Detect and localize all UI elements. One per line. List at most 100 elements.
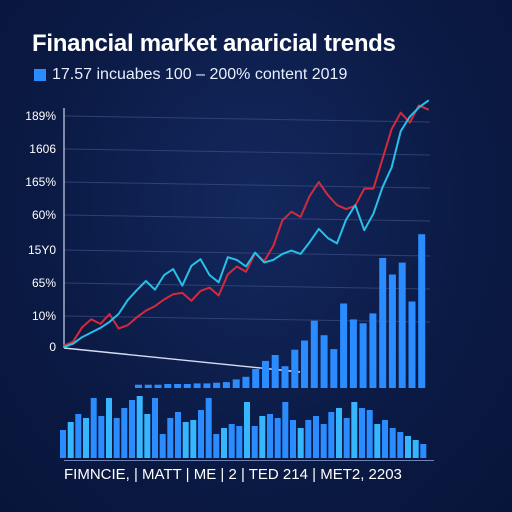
bar	[291, 349, 299, 388]
series-line-cyan	[63, 99, 429, 348]
bar	[320, 335, 328, 388]
y-axis-ticks: 0 10% 65% 15Y0 60% 165% 1606 189%	[25, 109, 56, 354]
bottom-bar	[175, 412, 181, 458]
bottom-bar	[213, 434, 220, 458]
bottom-bar	[221, 428, 227, 458]
bottom-bar	[412, 440, 419, 458]
grid-line	[63, 148, 431, 156]
bar	[310, 320, 318, 388]
bottom-bar	[159, 434, 166, 458]
bar	[369, 313, 377, 388]
bottom-bar	[182, 422, 189, 458]
bar	[183, 384, 191, 388]
series-line-red	[63, 104, 429, 347]
bottom-bar	[121, 408, 128, 458]
grid-line	[63, 214, 431, 222]
bottom-bar	[60, 430, 66, 458]
bottom-bar	[106, 398, 112, 458]
bar	[379, 258, 387, 388]
bottom-bar	[144, 414, 151, 458]
bottom-bar	[129, 400, 135, 458]
bottom-bar	[236, 426, 243, 458]
grid-line	[63, 282, 431, 290]
lines	[63, 99, 429, 348]
bottom-bars	[60, 396, 427, 458]
grid-line	[63, 315, 431, 323]
bar	[281, 366, 289, 388]
bar	[418, 234, 426, 388]
y-tick-label: 189%	[25, 109, 56, 123]
bottom-bar	[366, 410, 373, 458]
y-tick-label: 60%	[32, 208, 56, 222]
bottom-bar	[297, 428, 304, 458]
bottom-bar	[190, 420, 197, 458]
bar	[193, 383, 201, 388]
y-tick-label: 165%	[25, 175, 56, 189]
bar	[271, 355, 279, 388]
bar	[408, 301, 416, 388]
bar	[135, 384, 142, 388]
bottom-bar	[205, 398, 212, 458]
x-caption-divider	[64, 460, 434, 461]
bottom-bar	[75, 414, 82, 458]
bar	[232, 379, 240, 388]
bar	[213, 382, 221, 388]
y-tick-label: 65%	[32, 276, 56, 290]
bar	[144, 384, 152, 388]
bar	[242, 376, 250, 388]
bottom-bar	[136, 396, 143, 458]
chart-title: Financial market anaricial trends	[32, 30, 396, 57]
bar	[203, 383, 211, 388]
bottom-bar	[259, 416, 266, 458]
bar	[398, 262, 406, 388]
bar	[330, 349, 338, 388]
bottom-bar	[198, 410, 204, 458]
bottom-bar	[152, 398, 158, 458]
bottom-bar	[405, 436, 411, 458]
bottom-bar	[389, 428, 396, 458]
bottom-bar	[313, 416, 319, 458]
axes	[63, 108, 301, 373]
bar	[388, 274, 396, 388]
bar	[174, 384, 182, 388]
y-tick-label: 1606	[29, 142, 56, 156]
bottom-bar	[90, 398, 97, 458]
bottom-bar	[328, 412, 335, 458]
bottom-bar	[267, 414, 273, 458]
bottom-bar	[343, 418, 350, 458]
chart-subtitle: 17.57 incuabes 100 – 200% content 2019	[34, 66, 347, 84]
bottom-bar	[167, 418, 174, 458]
bar	[154, 384, 162, 388]
bar	[252, 368, 260, 388]
main-bars	[135, 234, 426, 388]
bottom-bar	[305, 420, 312, 458]
bottom-bar	[351, 402, 358, 458]
bottom-bar	[251, 426, 258, 458]
bottom-bar	[282, 402, 289, 458]
bottom-bar	[67, 422, 74, 458]
grid-line	[63, 181, 431, 189]
bottom-bar	[420, 444, 427, 458]
bar	[359, 323, 367, 388]
bar	[301, 340, 308, 388]
bar	[340, 303, 348, 388]
legend-swatch	[34, 69, 46, 81]
bottom-bar	[113, 418, 120, 458]
bottom-bar	[98, 416, 105, 458]
bottom-bar	[336, 408, 342, 458]
bottom-bar	[83, 418, 89, 458]
x-axis-line	[63, 347, 301, 373]
grid-line	[63, 249, 431, 257]
y-tick-label: 0	[49, 340, 56, 354]
grid-lines	[63, 115, 431, 323]
x-caption-row: FIMNCIE, | MATT | ME | 2 | TED 214 | MET…	[64, 460, 434, 483]
bar	[164, 384, 172, 388]
bottom-bar	[397, 432, 404, 458]
y-tick-label: 15Y0	[28, 243, 56, 257]
bar	[349, 319, 357, 388]
bottom-bar	[382, 420, 388, 458]
x-caption: FIMNCIE, | MATT | ME | 2 | TED 214 | MET…	[64, 466, 402, 483]
bar	[262, 360, 269, 388]
bottom-bar	[359, 408, 365, 458]
